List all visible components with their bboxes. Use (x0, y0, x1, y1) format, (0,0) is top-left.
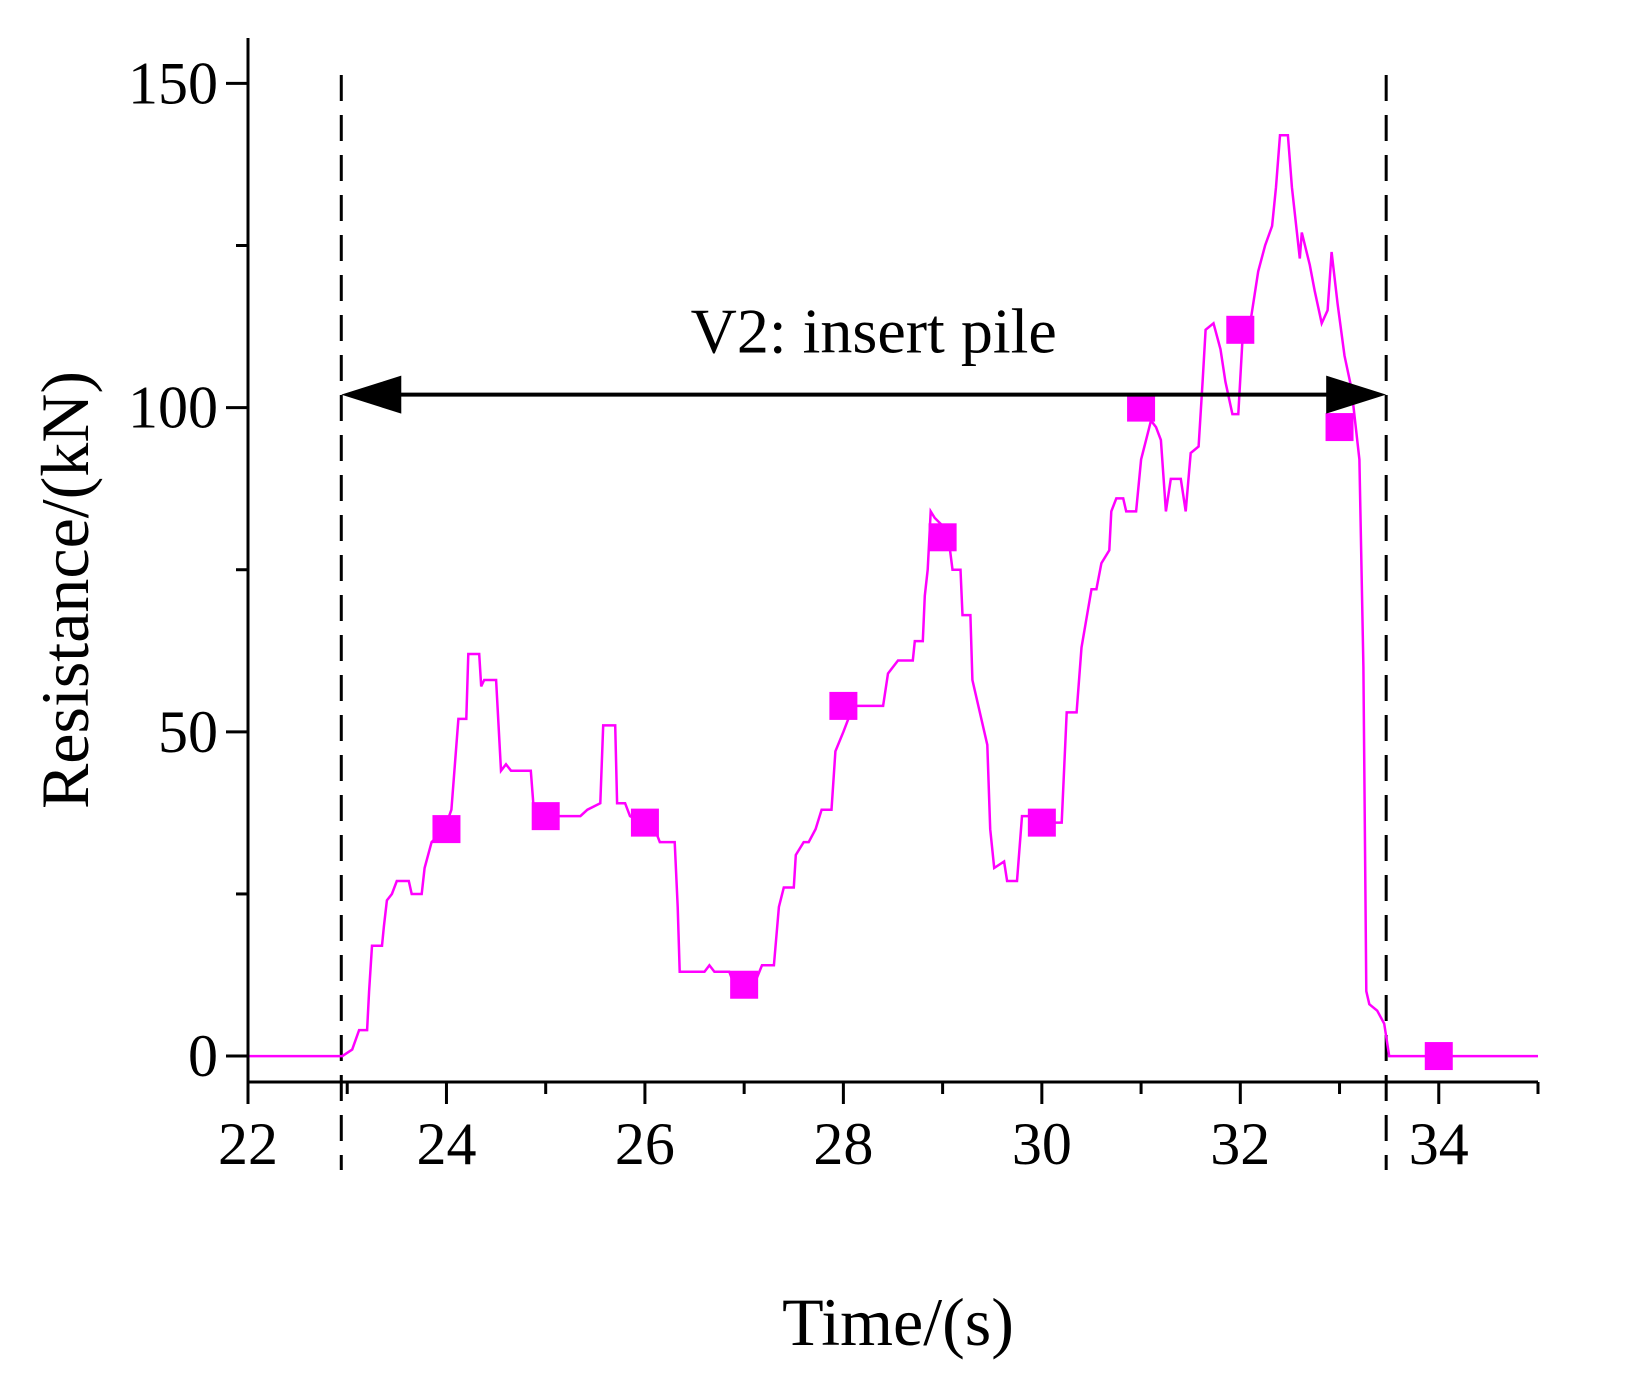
y-tick-label: 50 (158, 699, 218, 765)
x-tick-label: 26 (615, 1111, 675, 1177)
annotation-arrowhead-left (341, 375, 402, 414)
y-tick-label: 150 (128, 50, 218, 116)
x-tick-label: 32 (1210, 1111, 1270, 1177)
x-axis-title: Time/(s) (782, 1284, 1014, 1360)
resistance-data-marker (1226, 315, 1255, 344)
resistance-data-marker (829, 691, 858, 720)
resistance-series-line (248, 134, 1538, 1058)
resistance-data-marker (730, 970, 759, 999)
x-tick-label: 30 (1012, 1111, 1072, 1177)
resistance-data-marker (1424, 1042, 1453, 1071)
resistance-data-marker (1027, 808, 1056, 837)
y-tick-label: 100 (128, 375, 218, 441)
y-axis-title: Resistance/(kN) (27, 371, 103, 809)
resistance-data-marker (630, 808, 659, 837)
y-tick-label: 0 (188, 1023, 218, 1089)
x-tick-label: 34 (1409, 1111, 1469, 1177)
resistance-data-marker (1127, 393, 1156, 422)
axes-layer: 22 24 26 28 30 32 34 0 50 100 150 Time/(s) Resistanc… (27, 38, 1540, 1360)
x-tick-label: 28 (813, 1111, 873, 1177)
x-tick-label: 22 (218, 1111, 278, 1177)
resistance-data-marker (928, 523, 957, 552)
resistance-data-marker (1325, 413, 1354, 442)
resistance-data-marker (531, 802, 560, 831)
resistance-data-marker (432, 815, 461, 844)
annotation-label: V2: insert pile (691, 296, 1057, 367)
annotation-arrowhead-right (1326, 375, 1387, 414)
plot-layer (248, 75, 1538, 1170)
annotation-layer: V2: insert pile (341, 296, 1387, 414)
x-tick-label: 24 (416, 1111, 476, 1177)
